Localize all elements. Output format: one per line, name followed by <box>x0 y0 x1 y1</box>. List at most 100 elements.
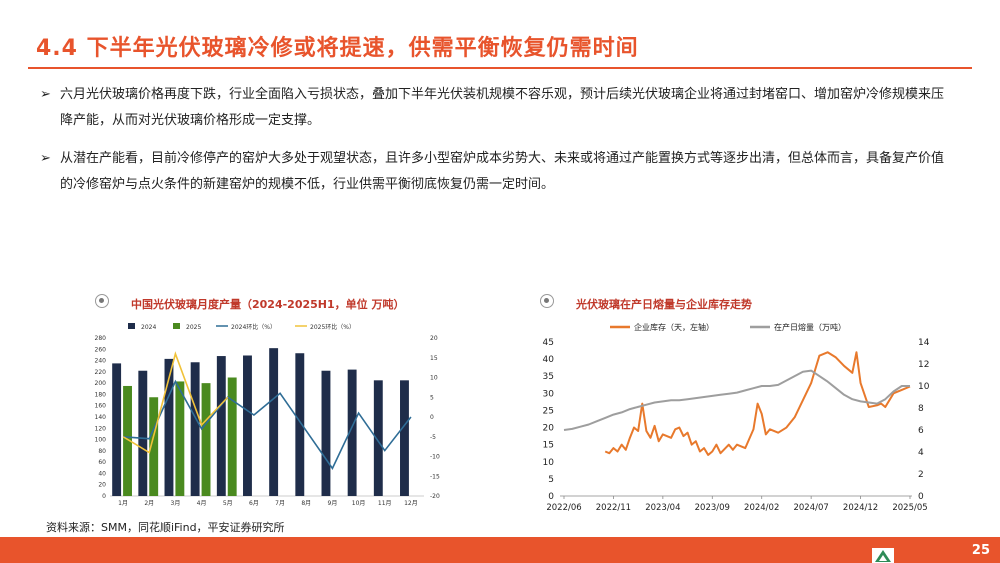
y-tick-label-left: 40 <box>98 470 106 477</box>
x-tick-label: 2023/09 <box>695 503 730 513</box>
page-title: 4.4 下半年光伏玻璃冷修或将提速，供需平衡恢复仍需时间 <box>36 36 639 61</box>
y-tick-label-left: 80 <box>98 448 106 455</box>
y-tick-label-left: 260 <box>95 346 107 353</box>
y-tick-label-right: 14 <box>918 338 930 348</box>
bullet-paragraph-2: ➢ 从潜在产能看，目前冷修停产的窑炉大多处于观望状态，且许多小型窑炉成本劣势大、… <box>40 146 950 198</box>
y-tick-label-left: 240 <box>95 358 107 365</box>
bar-2025 <box>227 377 237 496</box>
y-tick-label-right: 6 <box>918 426 924 436</box>
y-tick-label-right: 4 <box>918 448 924 458</box>
x-tick-label: 2025/05 <box>892 503 927 513</box>
x-tick-label: 2024/07 <box>793 503 828 513</box>
y-tick-label-right: 0 <box>430 414 434 421</box>
y-tick-label-left: 0 <box>102 493 106 500</box>
y-tick-label-right: -10 <box>430 454 440 461</box>
y-tick-label-left: 280 <box>95 335 107 342</box>
y-tick-label-right: 2 <box>918 470 924 480</box>
y-tick-label-left: 5 <box>548 475 554 485</box>
x-tick-label: 2024/12 <box>843 503 878 513</box>
legend-label: 2025环比（%） <box>310 323 355 331</box>
y-tick-label-left: 45 <box>543 338 554 348</box>
x-tick-label: 7月 <box>275 500 285 507</box>
source-note: 资料来源：SMM，同花顺iFind，平安证券研究所 <box>46 521 285 534</box>
line-2025环比（%） <box>122 351 229 454</box>
y-tick-label-right: 5 <box>430 394 434 401</box>
y-tick-label-left: 200 <box>95 380 107 387</box>
y-tick-label-right: -15 <box>430 473 440 480</box>
legend-label: 在产日熔量（万吨） <box>774 322 846 332</box>
right-chart-title: 光伏玻璃在产日熔量与企业库存走势 <box>576 298 752 311</box>
x-tick-label: 2024/02 <box>744 503 779 513</box>
bar-2024 <box>295 353 305 496</box>
x-tick-label: 5月 <box>223 500 233 507</box>
y-tick-label-right: -20 <box>430 493 440 500</box>
y-tick-label-left: 25 <box>543 406 554 416</box>
bullet-text-2: 从潜在产能看，目前冷修停产的窑炉大多处于观望状态，且许多小型窑炉成本劣势大、未来… <box>60 151 945 192</box>
bar-2024 <box>243 355 252 496</box>
x-tick-label: 4月 <box>197 500 207 507</box>
bar-2024 <box>190 362 200 496</box>
page-number: 25 <box>971 543 990 558</box>
y-tick-label-right: 10 <box>918 382 930 392</box>
bar-2025 <box>149 397 159 496</box>
bar-2024 <box>216 356 226 496</box>
triangle-logo-icon <box>872 548 894 563</box>
y-tick-label-right: 15 <box>430 355 438 362</box>
x-tick-label: 2022/06 <box>546 503 581 513</box>
y-tick-label-right: 12 <box>918 360 929 370</box>
bar-2024 <box>269 348 279 496</box>
x-tick-label: 9月 <box>328 500 338 507</box>
x-tick-label: 3月 <box>171 500 181 507</box>
bar-2024 <box>138 370 148 496</box>
line-2024环比（%） <box>123 379 412 470</box>
bar-2024 <box>373 380 383 496</box>
y-tick-label-left: 220 <box>95 369 107 376</box>
y-tick-label-left: 160 <box>95 403 107 410</box>
x-tick-label: 1月 <box>118 500 128 507</box>
left-chart-title: 中国光伏玻璃月度产量（2024-2025H1，单位 万吨） <box>131 298 405 311</box>
y-tick-label-left: 20 <box>98 482 106 489</box>
y-tick-label-left: 35 <box>543 372 554 382</box>
x-tick-label: 2022/11 <box>596 503 631 513</box>
y-tick-label-left: 20 <box>543 424 555 434</box>
bar-2024 <box>321 370 331 496</box>
target-circle-icon <box>540 294 554 308</box>
title-divider <box>28 67 972 69</box>
y-tick-label-left: 10 <box>543 458 555 468</box>
x-tick-label: 11月 <box>378 500 392 507</box>
line-企业库存（天，左轴） <box>604 351 911 456</box>
y-tick-label-right: 8 <box>918 404 924 414</box>
legend-swatch <box>173 323 180 329</box>
y-tick-label-left: 100 <box>95 437 107 444</box>
y-tick-label-left: 40 <box>543 355 555 365</box>
legend-swatch <box>128 323 135 329</box>
bar-2025 <box>201 383 211 496</box>
monthly-output-chart: 2024 2025 2024环比（%） 2025环比（%）02040608010012… <box>95 323 440 507</box>
bar-2024 <box>347 369 357 496</box>
y-tick-label-left: 0 <box>548 492 554 502</box>
x-tick-label: 10月 <box>352 500 366 507</box>
x-tick-label: 8月 <box>301 500 311 507</box>
bar-2024 <box>400 380 409 496</box>
y-tick-label-left: 180 <box>95 391 107 398</box>
y-tick-label-right: 10 <box>430 375 438 382</box>
y-tick-label-left: 15 <box>543 441 554 451</box>
target-circle-icon <box>95 294 109 308</box>
legend-label: 2024环比（%） <box>231 323 276 331</box>
y-tick-label-left: 30 <box>543 389 555 399</box>
x-tick-label: 2月 <box>144 500 154 507</box>
bar-2024 <box>112 363 122 496</box>
bullet-arrow-icon: ➢ <box>40 87 51 102</box>
bullet-text-1: 六月光伏玻璃价格再度下跌，行业全面陷入亏损状态，叠加下半年光伏装机规模不容乐观，… <box>60 87 945 128</box>
bar-2025 <box>123 385 132 496</box>
y-tick-label-right: 0 <box>918 492 924 502</box>
x-tick-label: 6月 <box>249 500 259 507</box>
inventory-melt-chart: 企业库存（天，左轴） 在产日熔量（万吨） 0 5 10 15 20 25 30 35 40 45 0 2 4… <box>543 322 930 513</box>
y-tick-label-right: -5 <box>430 434 436 441</box>
legend-label: 2024 <box>141 324 156 331</box>
x-tick-label: 12月 <box>404 500 418 507</box>
y-tick-label-left: 60 <box>98 459 106 466</box>
legend-label: 企业库存（天，左轴） <box>634 322 714 332</box>
legend-label: 2025 <box>186 324 201 331</box>
line-在产日熔量（万吨） <box>563 369 910 431</box>
